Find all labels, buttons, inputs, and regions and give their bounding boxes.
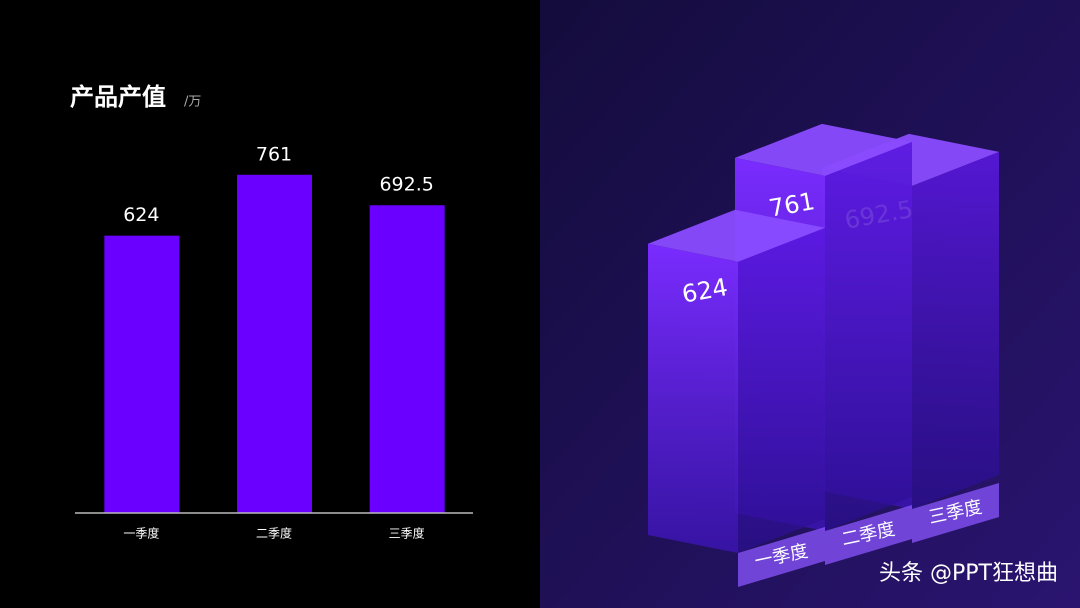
value-label: 692.5 bbox=[379, 174, 433, 196]
value-label: 761 bbox=[256, 143, 292, 165]
bar bbox=[369, 205, 445, 513]
value-label: 624 bbox=[123, 204, 159, 226]
category-tab bbox=[912, 483, 999, 543]
bar bbox=[237, 174, 312, 513]
bar-top bbox=[735, 123, 912, 176]
x-tick-label: 三季度 bbox=[389, 526, 425, 541]
x-tick-label: 二季度 bbox=[256, 526, 292, 541]
watermark: 头条 @PPT狂想曲 bbox=[879, 561, 1058, 586]
bar-side bbox=[825, 141, 912, 531]
bar-side bbox=[912, 151, 999, 510]
bar bbox=[648, 243, 738, 554]
bar bbox=[104, 235, 180, 513]
chart-title: 产品产值 bbox=[70, 83, 166, 111]
category-tab bbox=[738, 527, 825, 587]
unit-label: /万 bbox=[184, 95, 201, 110]
bar-top bbox=[648, 209, 825, 262]
bar-side bbox=[738, 227, 825, 554]
category-tab bbox=[825, 505, 912, 565]
x-tick-label: 一季度 bbox=[123, 526, 159, 541]
